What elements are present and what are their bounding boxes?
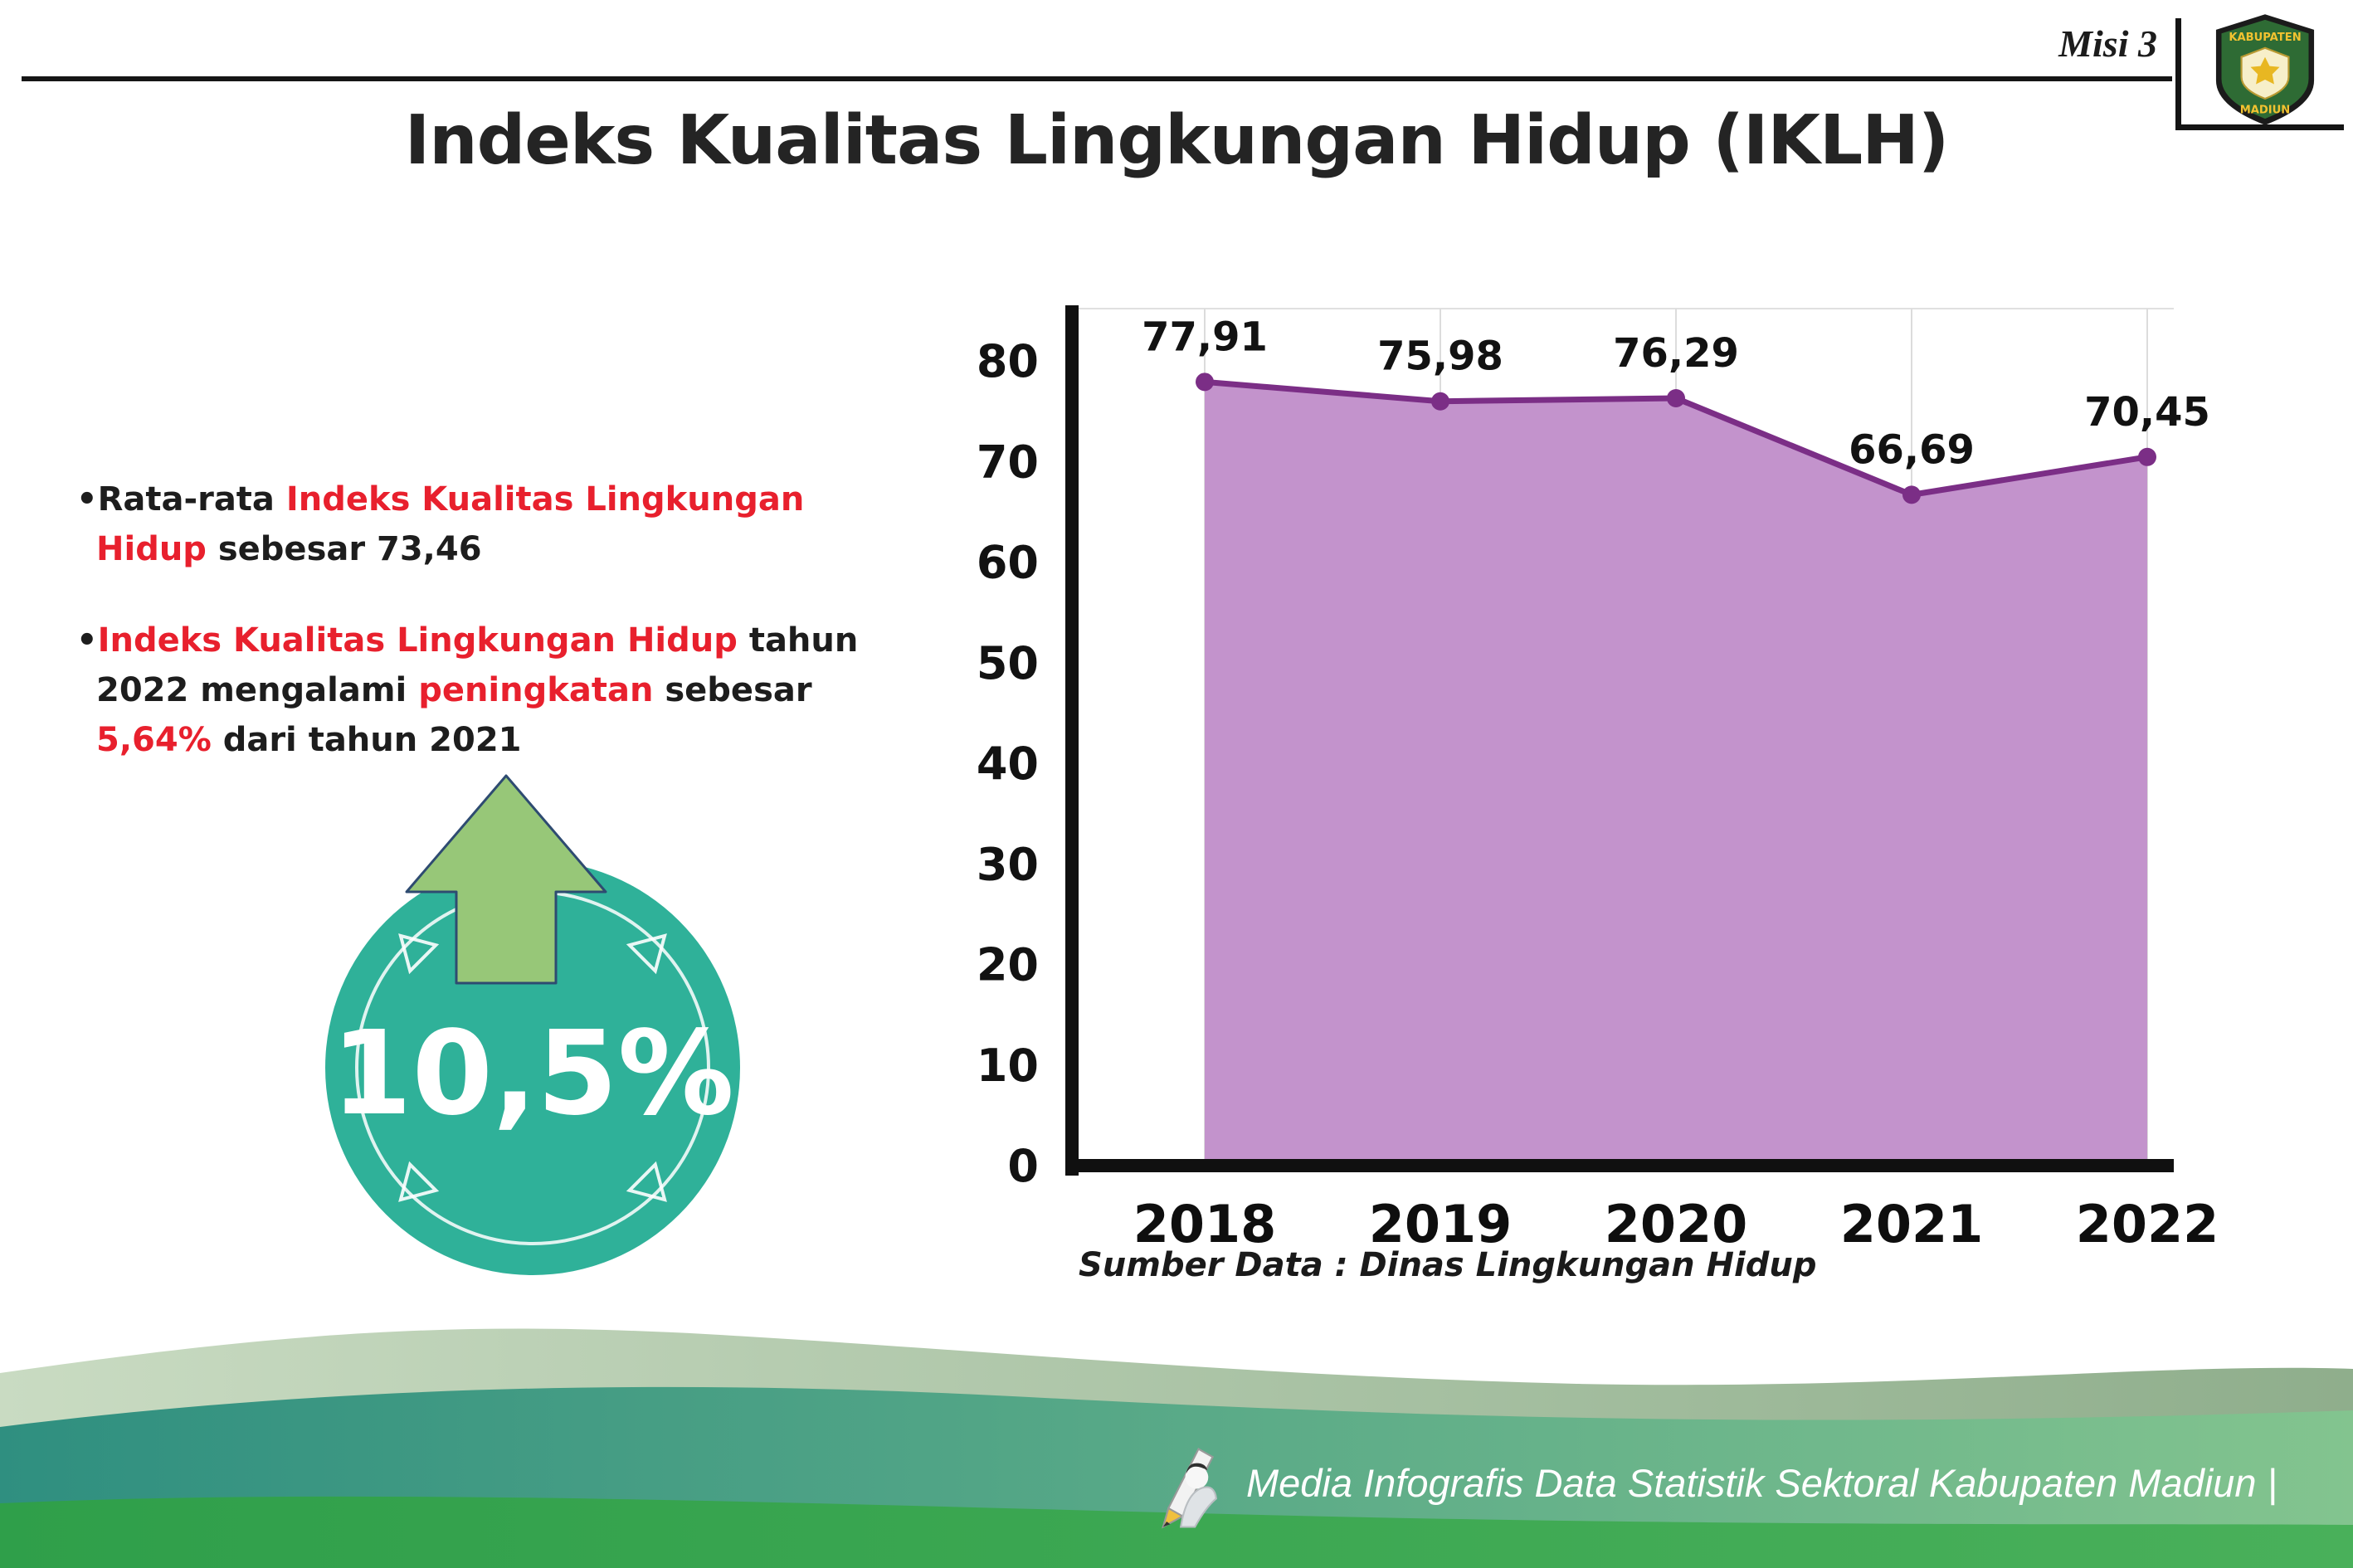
misi-label: Misi 3 xyxy=(2058,22,2157,65)
value-label: 76,29 xyxy=(1613,330,1739,377)
kabupaten-madiun-logo: KABUPATEN MADIUN xyxy=(2175,14,2344,130)
data-source: Sumber Data : Dinas Lingkungan Hidup xyxy=(1079,1246,1817,1284)
y-tick-label: 30 xyxy=(977,838,1039,890)
bullet1-highlight: Indeks Kualitas Lingkungan Hidup xyxy=(96,480,805,568)
bullet1-text: Rata-rata xyxy=(97,480,286,519)
bullet1-value: sebesar 73,46 xyxy=(206,530,482,568)
value-label: 77,91 xyxy=(1142,314,1268,360)
value-label: 70,45 xyxy=(2084,389,2210,436)
series-line xyxy=(1204,378,2148,498)
data-point xyxy=(1431,392,1449,411)
badge-value: 10,5% xyxy=(331,1006,734,1142)
data-point xyxy=(1667,388,1685,407)
data-point xyxy=(1196,373,1214,392)
value-label: 75,98 xyxy=(1377,334,1503,380)
y-axis xyxy=(1065,305,1079,1176)
footer-waves xyxy=(0,1328,2353,1568)
bullet2-highlight-1: Indeks Kualitas Lingkungan Hidup xyxy=(97,621,738,660)
y-tick-label: 80 xyxy=(977,335,1039,387)
x-tick-label: 2021 xyxy=(1840,1194,1984,1254)
y-tick-label: 20 xyxy=(977,939,1039,991)
percentage-badge: 10,5% xyxy=(325,774,740,1275)
bullet2-text-2: sebesar xyxy=(653,671,812,709)
key-points: •Rata-rata Indeks Kualitas Lingkungan Hi… xyxy=(76,475,889,806)
area-fill xyxy=(1205,382,2147,1166)
bullet2-highlight-3: 5,64% xyxy=(96,721,212,759)
value-label: 66,69 xyxy=(1849,426,1975,473)
x-axis xyxy=(1065,1159,2174,1172)
y-tick-label: 40 xyxy=(977,738,1039,790)
y-tick-label: 60 xyxy=(977,537,1039,589)
badge-circle xyxy=(325,860,740,1275)
y-tick-label: 50 xyxy=(977,637,1039,689)
page-title: Indeks Kualitas Lingkungan Hidup (IKLH) xyxy=(404,101,1950,180)
badge-triangles xyxy=(398,933,667,1202)
bullet-marker: • xyxy=(76,480,98,519)
data-point xyxy=(2138,447,2156,466)
header-rule xyxy=(22,76,2172,81)
y-tick-label: 70 xyxy=(977,436,1039,488)
footer-wave-green xyxy=(0,1496,2353,1568)
footer-credit: Media Infografis Data Statistik Sektoral… xyxy=(1246,1461,2277,1505)
up-arrow-icon xyxy=(405,774,607,985)
bullet2-text-3: dari tahun 2021 xyxy=(211,721,522,759)
bullet-increase: •Indeks Kualitas Lingkungan Hidup tahun … xyxy=(76,616,889,765)
y-tick-label: 10 xyxy=(977,1040,1039,1092)
logo-text-kabupaten: KABUPATEN xyxy=(2229,32,2301,44)
y-tick-label: 0 xyxy=(1007,1140,1039,1192)
bullet-average: •Rata-rata Indeks Kualitas Lingkungan Hi… xyxy=(76,475,889,574)
bullet2-highlight-2: peningkatan xyxy=(418,671,654,709)
mascot-icon xyxy=(1162,1448,1217,1529)
data-point xyxy=(1902,485,1921,504)
logo-text-madiun: MADIUN xyxy=(2240,105,2291,117)
bullet-marker: • xyxy=(76,621,98,660)
shield-logo-icon: KABUPATEN MADIUN xyxy=(2215,14,2315,125)
x-tick-label: 2022 xyxy=(2076,1194,2219,1254)
bullet2-text-1: tahun 2022 mengalami xyxy=(96,621,859,709)
